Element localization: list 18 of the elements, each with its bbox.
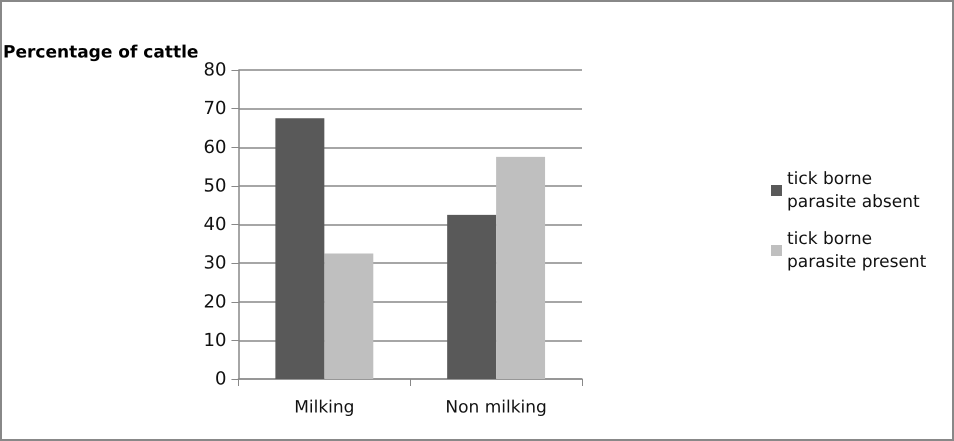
y-tick-label: 0 [214,368,226,390]
legend-label: tick borne parasite absent [787,169,920,212]
bar [447,214,496,379]
bar [496,156,546,379]
y-tick-label: 40 [204,214,226,235]
x-tick-label: Milking [294,398,354,418]
bar [324,253,374,379]
y-tick-label: 70 [204,98,226,120]
y-tick-label: 50 [204,175,226,196]
y-tick-label: 10 [204,330,226,351]
y-tick-label: 80 [204,60,226,80]
legend-label: tick borne parasite present [787,229,927,272]
bar [275,118,324,379]
y-tick-label: 20 [204,291,226,312]
y-tick-label: 30 [204,252,226,274]
y-axis-title: Percentage of cattle [2,42,198,63]
y-tick-label: 60 [204,136,226,158]
x-tick-label: Non milking [445,398,547,418]
